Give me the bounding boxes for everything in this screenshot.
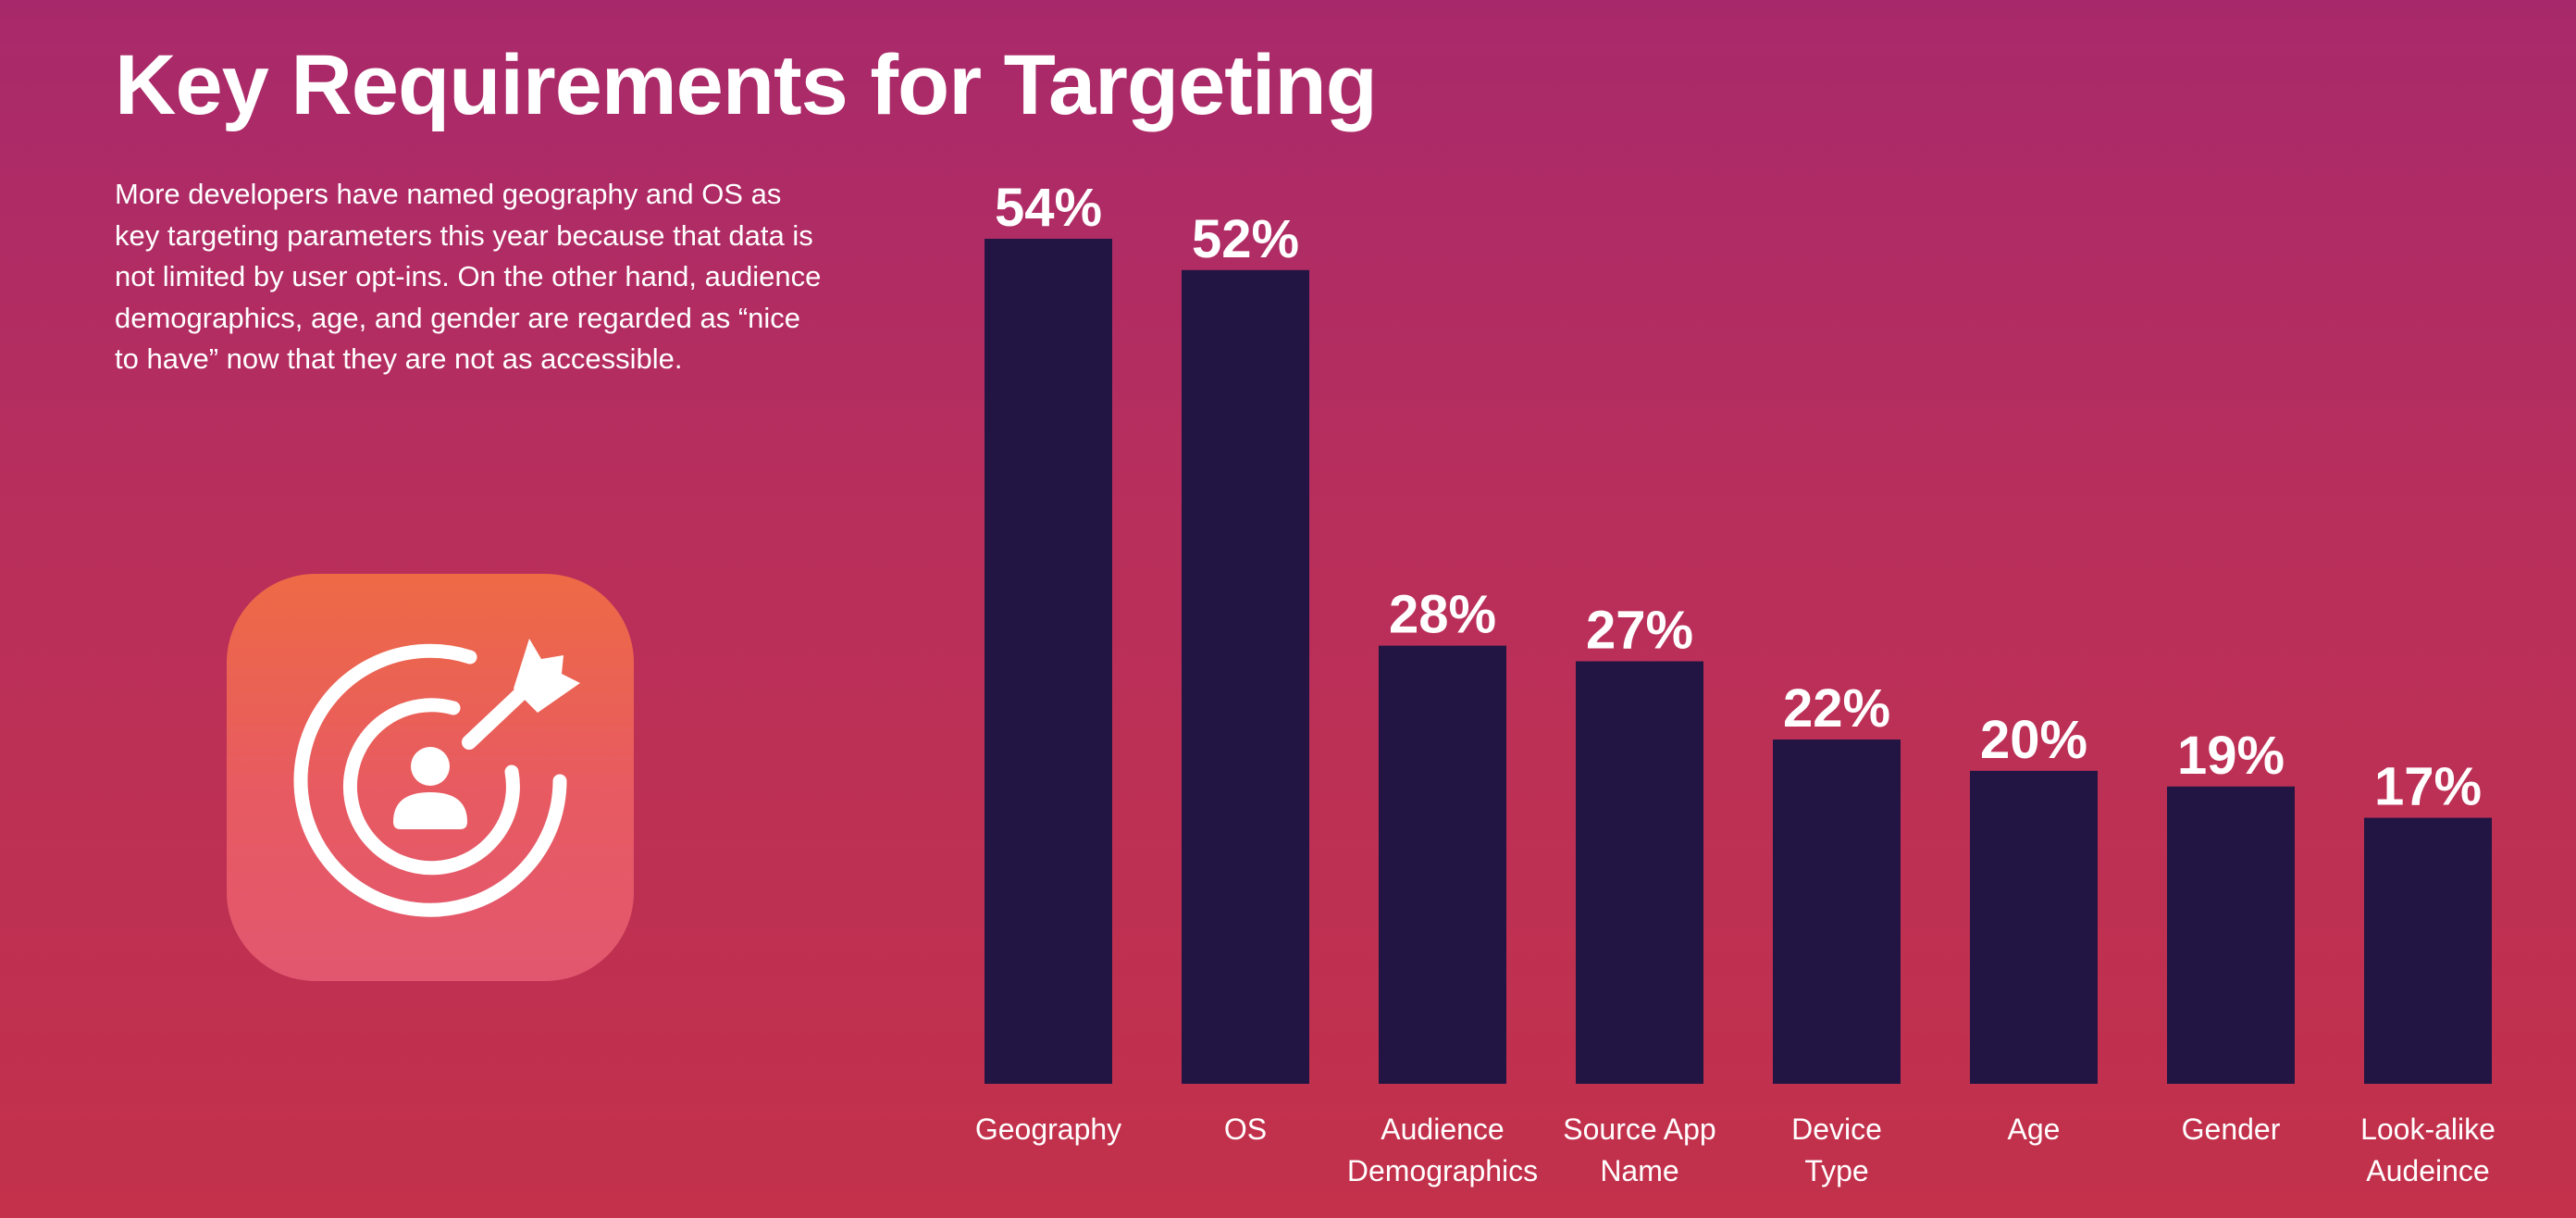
bar-1: [1182, 269, 1309, 1084]
category-label: Geography: [975, 1112, 1121, 1146]
bar-value-label: 27%: [1586, 601, 1693, 661]
bar-value-label: 20%: [1980, 710, 2087, 770]
bar-value-label: 52%: [1192, 209, 1299, 269]
bar-3: [1576, 661, 1703, 1084]
category-label: Name: [1600, 1154, 1678, 1187]
bar-7: [2364, 817, 2492, 1084]
category-label: Audeince: [2366, 1154, 2489, 1187]
bar-value-label: 19%: [2177, 726, 2285, 786]
page-description: More developers have named geography and…: [115, 178, 822, 375]
category-label: Look-alike: [2360, 1112, 2496, 1146]
category-label: Demographics: [1347, 1154, 1538, 1187]
target-icon-tile: [227, 574, 634, 981]
bar-value-label: 54%: [995, 178, 1102, 238]
bar-5: [1970, 770, 2098, 1084]
bar-0: [985, 239, 1112, 1084]
category-label: Type: [1804, 1154, 1868, 1187]
category-label: Age: [2008, 1112, 2061, 1146]
category-label: OS: [1224, 1112, 1267, 1146]
bar-value-label: 28%: [1389, 585, 1496, 645]
bar-6: [2167, 786, 2295, 1084]
target-user-dart-icon: [293, 639, 580, 917]
bar-value-label: 22%: [1783, 678, 1890, 739]
category-label: Gender: [2182, 1112, 2281, 1146]
bar-2: [1379, 645, 1506, 1084]
category-label: Audience: [1381, 1112, 1504, 1146]
category-label: Device: [1791, 1112, 1882, 1146]
bar-4: [1773, 740, 1901, 1084]
category-label: Source App: [1563, 1112, 1715, 1146]
page-title: Key Requirements for Targeting: [115, 38, 1378, 132]
bar-value-label: 17%: [2374, 757, 2482, 817]
